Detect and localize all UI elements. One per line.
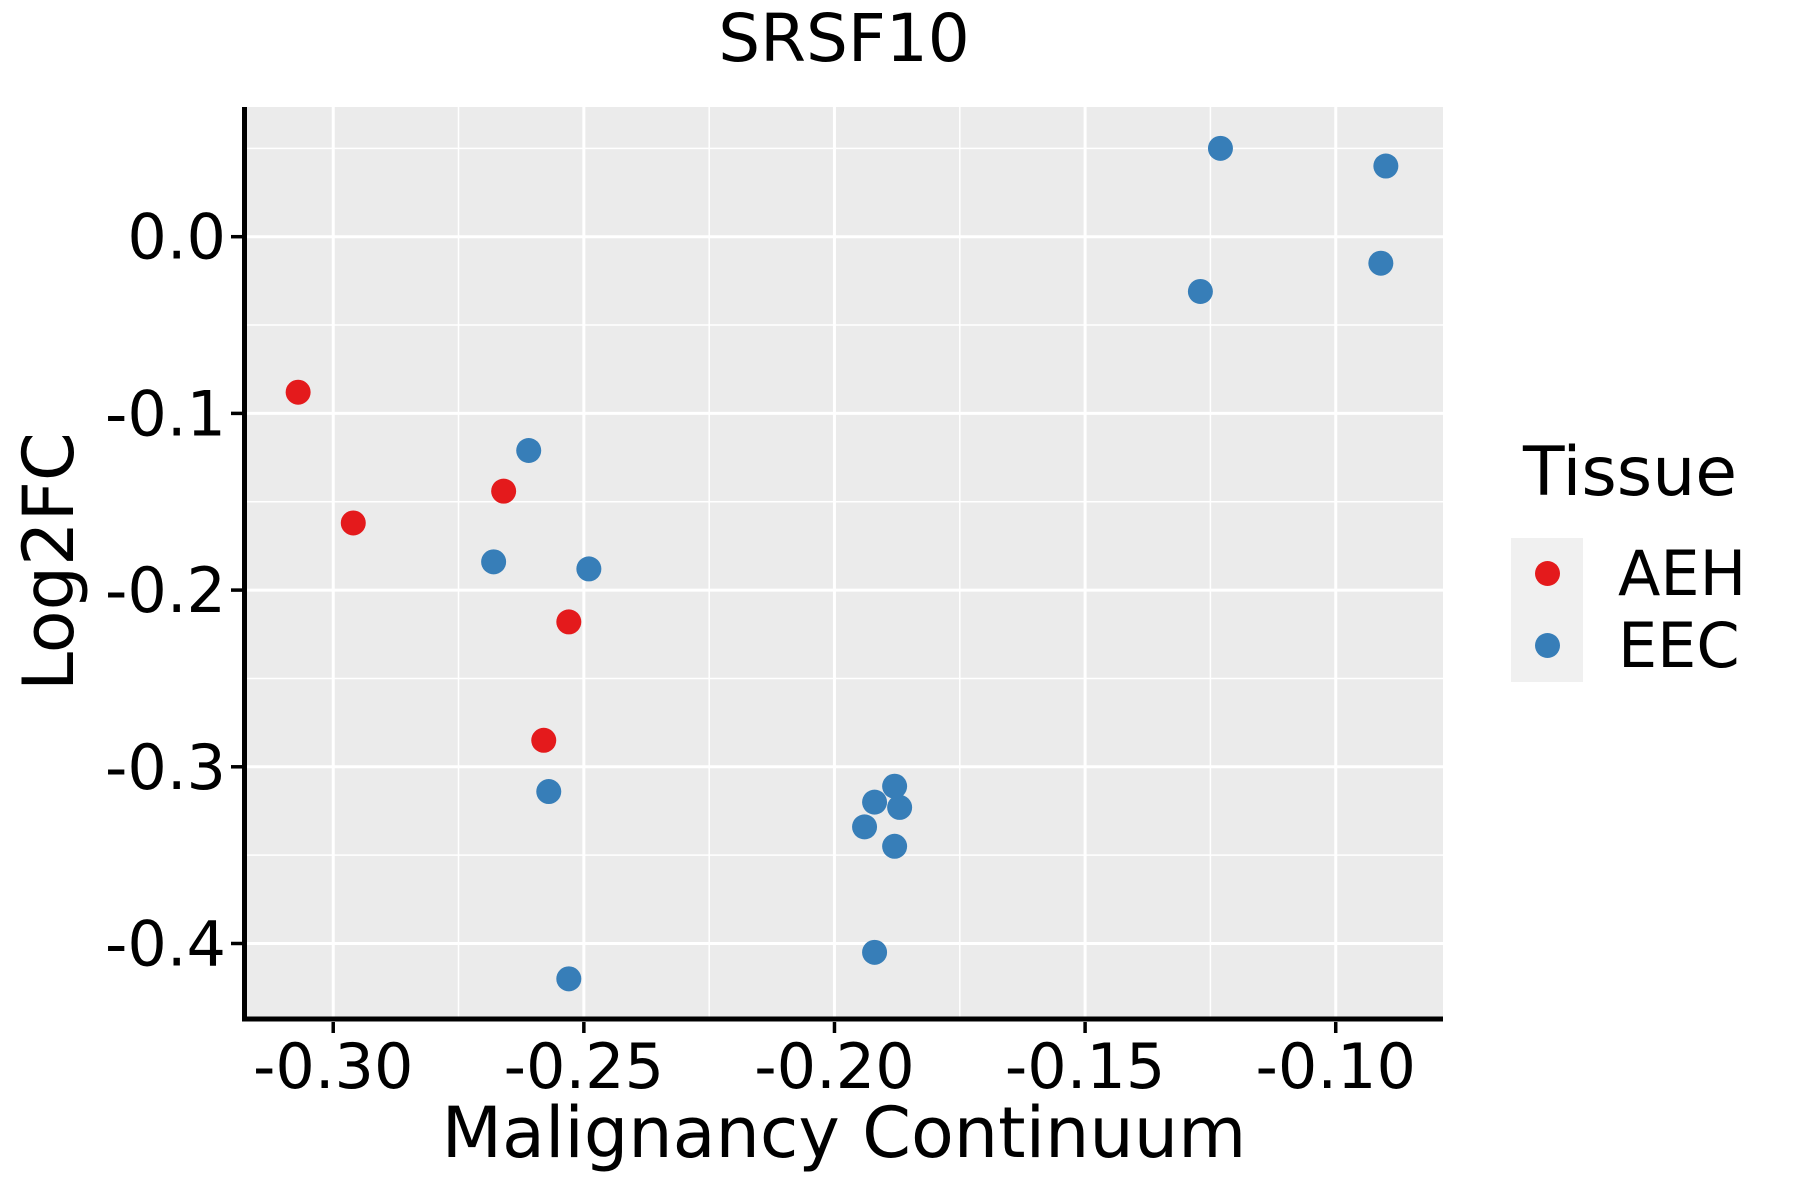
legend-title: Tissue [1523, 433, 1738, 512]
data-point-aeh [340, 510, 366, 536]
data-point-aeh [556, 609, 582, 635]
legend-label-aeh: AEH [1618, 537, 1747, 611]
aeh-marker-icon [1534, 561, 1560, 587]
data-point-eec [576, 556, 602, 582]
x-tick-label: -0.10 [1256, 1030, 1416, 1103]
y-tick-label: -0.2 [105, 554, 226, 627]
data-point-eec [862, 789, 888, 815]
plot-title: SRSF10 [718, 0, 970, 77]
y-tick-label: -0.3 [105, 731, 226, 804]
data-point-eec [536, 779, 562, 805]
plot-panel [245, 107, 1443, 1017]
y-tick-label: 0.0 [127, 201, 226, 274]
y-tick-label: -0.1 [105, 377, 226, 450]
data-point-eec [481, 549, 507, 575]
legend-key-aeh [1511, 537, 1583, 610]
legend-label-eec: EEC [1618, 609, 1740, 683]
data-point-eec [1368, 250, 1394, 276]
data-point-eec [516, 438, 542, 464]
legend: Tissue AEH EEC [1511, 433, 1791, 683]
y-tick-label: -0.4 [105, 907, 226, 980]
x-tick-label: -0.30 [253, 1030, 413, 1103]
data-point-eec [882, 773, 908, 799]
data-point-eec [882, 833, 908, 859]
legend-entry-eec: EEC [1511, 609, 1791, 683]
data-point-eec [1373, 153, 1399, 179]
data-point-eec [862, 939, 888, 965]
data-point-eec [887, 794, 913, 820]
x-tick-label: -0.25 [504, 1030, 664, 1103]
legend-entries: AEH EEC [1511, 537, 1791, 683]
x-tick-label: -0.20 [754, 1030, 914, 1103]
x-tick-label: -0.15 [1005, 1030, 1165, 1103]
legend-entry-aeh: AEH [1511, 537, 1791, 611]
data-point-eec [1187, 278, 1213, 304]
y-axis-title: Log2FC [8, 432, 90, 692]
data-point-eec [1207, 135, 1233, 161]
eec-marker-icon [1534, 633, 1560, 659]
data-point-aeh [285, 379, 311, 405]
legend-key-eec [1511, 609, 1583, 682]
data-point-eec [556, 966, 582, 992]
data-point-eec [852, 814, 878, 840]
data-point-aeh [531, 727, 557, 753]
x-axis-title: Malignancy Continuum [441, 1092, 1247, 1174]
data-point-aeh [491, 478, 517, 504]
